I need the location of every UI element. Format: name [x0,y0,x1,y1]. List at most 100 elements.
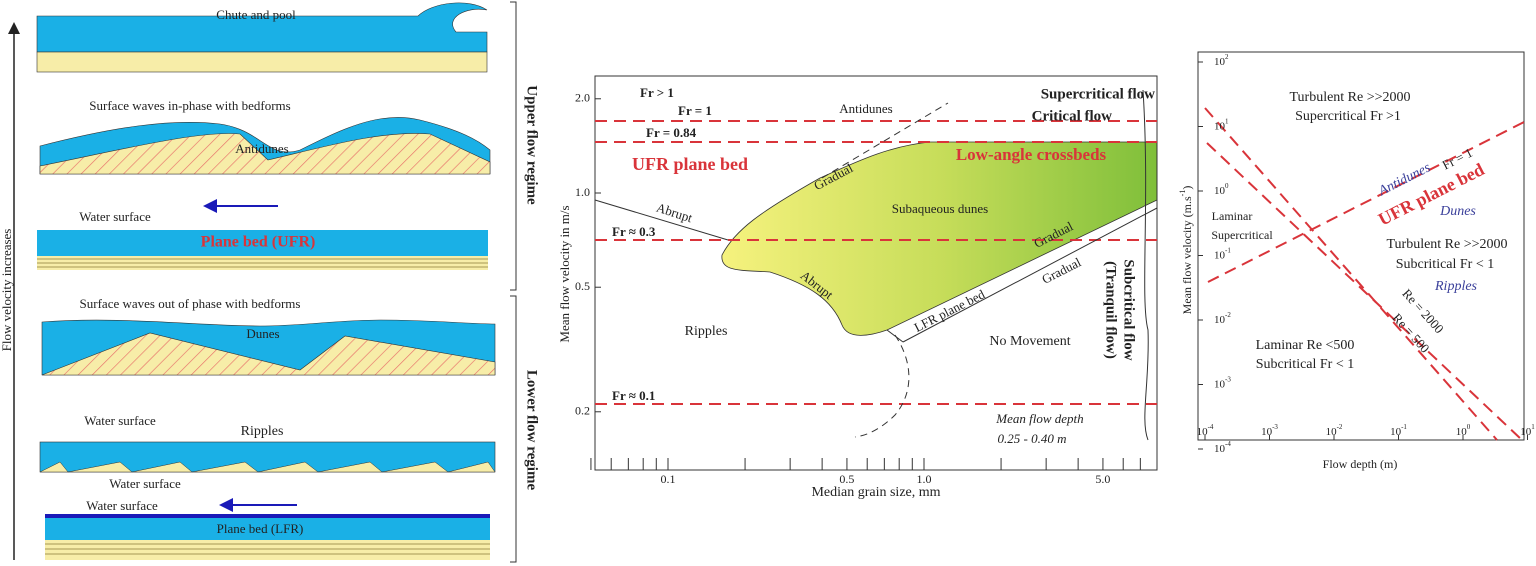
tick-exp: -2 [1225,311,1231,319]
annotation: 0.25 - 0.40 m [998,431,1067,446]
annotation: Ripples [685,324,728,339]
x-tick-label: 1.0 [917,472,932,486]
left-panel: Flow velocity increases Upper flow regim… [0,1,540,563]
bedform-label: Ripples [241,424,284,439]
tick-exp: 0 [1467,423,1471,431]
tick-label: 10-4 [1214,440,1231,455]
annotation: Turbulent Re >>2000 [1386,237,1507,252]
regime-label: Upper flow regime [524,85,540,205]
y-axis-label: Mean flow velocity in m/s [557,205,572,342]
tick-label: 10-3 [1261,423,1278,438]
tick-exp: -1 [1401,423,1407,431]
water [36,2,488,53]
annotation: Low-angle crossbeds [956,145,1107,164]
bedform-label: Antidunes [235,141,288,156]
annotation: No Movement [989,334,1070,349]
tick-label: 100 [1456,423,1471,438]
tick-exp: -4 [1225,440,1231,448]
tick-base: 10 [1214,378,1226,390]
tick-label: 10-1 [1390,423,1407,438]
annotation: Supercritical [1211,228,1273,242]
dune-field [721,141,1158,336]
plot-frame [1197,51,1525,441]
sediment [41,332,496,376]
annotation: Fr ≈ 0.3 [612,224,656,239]
x-axis-label: Median grain size, mm [811,485,940,500]
axis-label: Flow velocity increases [0,229,14,352]
annotation: Fr = 0.84 [646,125,697,140]
caption: Surface waves in-phase with bedforms [89,98,290,113]
tick-exp: 1 [1531,423,1535,431]
bedform-label: Dunes [246,326,279,341]
tick-base: 10 [1390,426,1402,438]
label-part: Mean flow velocity (m.s [1180,196,1194,314]
tick-label: 102 [1214,53,1229,68]
annotation: Supercritical Fr >1 [1295,109,1401,124]
tick-label: 10-4 [1197,423,1214,438]
annotation: Gradual [1039,254,1083,287]
x-tick-label: 0.5 [839,472,854,486]
annotation: Abrupt [655,200,695,226]
annotation: Supercritical flow [1041,86,1155,102]
middle-panel: Mean flow velocity in m/s Median grain s… [557,75,1158,500]
sediment [45,540,490,560]
caption: Water surface [86,498,158,513]
ripples [39,461,496,473]
tick-base: 10 [1214,443,1226,455]
tick-base: 10 [1214,120,1226,132]
tick-label: 101 [1214,117,1229,132]
boundary [902,207,1158,343]
tick-exp: -3 [1272,423,1278,431]
tick-base: 10 [1520,426,1532,438]
laminae [45,543,490,555]
tick-base: 10 [1214,56,1226,68]
annotation: Fr ≈ 0.1 [612,388,655,403]
tick-label: 10-2 [1326,423,1343,438]
y-axis-label: Mean flow velocity (m.s-1) [1178,186,1194,315]
annotation: Critical flow [1032,108,1113,124]
tick-label: 10-2 [1214,311,1231,326]
sediment [39,133,491,175]
annotation: Laminar [1212,209,1253,223]
tick-exp: -1 [1225,246,1231,254]
x-axis-label: Flow depth (m) [1323,457,1398,471]
plot-frame [594,75,1158,471]
annotation: Subaqueous dunes [892,201,988,216]
annotation: Fr > 1 [640,85,674,100]
boundary [821,102,949,179]
bedform-label: Plane bed (UFR) [201,234,316,251]
annotation: (Tranquil flow) [1103,261,1119,359]
annotation: Mean flow depth [995,411,1083,426]
caption: Water surface [79,209,151,224]
water [45,518,490,540]
reynolds-line [1206,142,1523,441]
tick-exp: 0 [1225,182,1229,190]
annotation: Ripples [1434,279,1478,294]
y-tick-label: 1.0 [575,185,590,199]
tick-exp: 2 [1225,53,1229,61]
tick-base: 10 [1197,426,1209,438]
tick-base: 10 [1456,426,1468,438]
tick-exp: -2 [1337,423,1343,431]
regime-label: Lower flow regime [524,370,540,491]
laminae [37,258,488,268]
tick-label: 101 [1520,423,1535,438]
sediment [36,51,488,73]
label-part: -1 [1178,190,1187,197]
bracket [510,295,517,563]
caption: Surface waves out of phase with bedforms [80,296,301,311]
bracket [510,1,517,291]
boundary [886,329,904,343]
boundary [854,334,910,438]
y-tick-label: 0.5 [575,279,590,293]
annotation: UFR plane bed [632,154,748,174]
bedform-label: Plane bed (LFR) [217,521,304,536]
x-tick-label: 0.1 [661,472,676,486]
y-tick-label: 0.2 [575,404,590,418]
tick-exp: -4 [1208,423,1214,431]
annotation: Dunes [1439,204,1476,219]
caption: Water surface [84,413,156,428]
caption: Chute and pool [216,7,296,22]
